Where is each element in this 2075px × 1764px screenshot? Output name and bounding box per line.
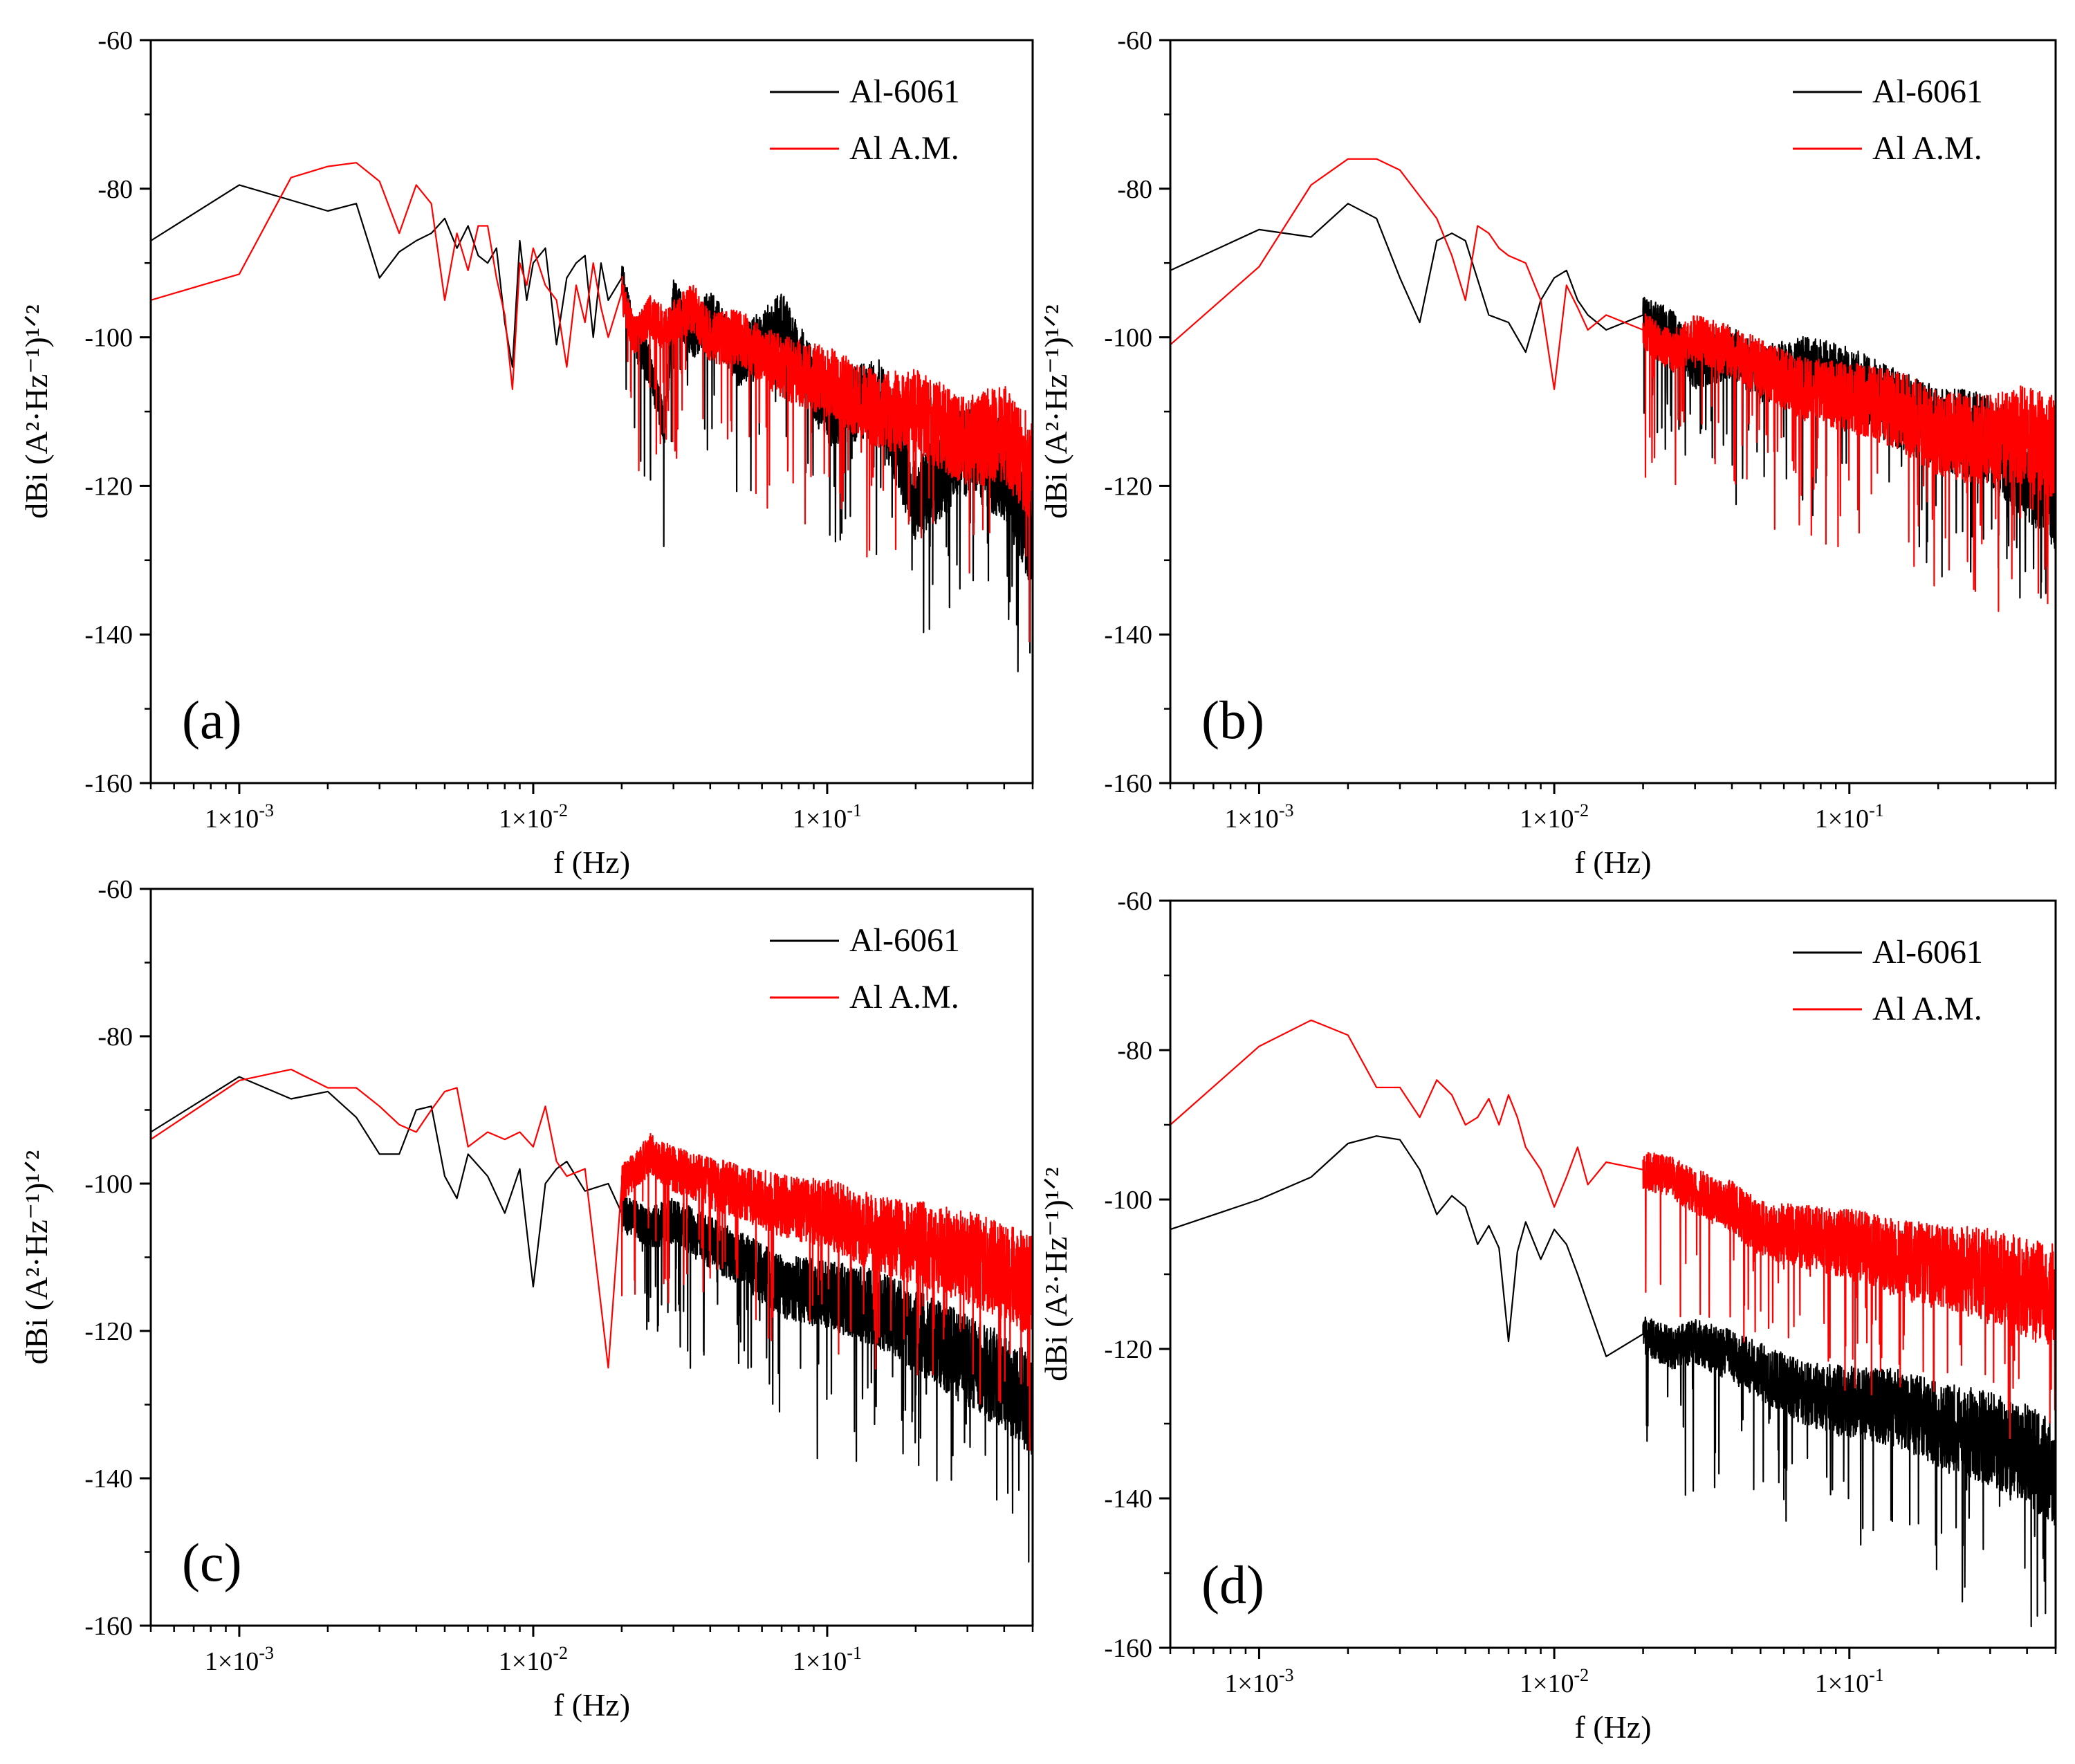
y-tick-label: -120 bbox=[84, 472, 133, 501]
y-axis-label: dBi (A²·Hz⁻¹)¹ᐟ² bbox=[1038, 1167, 1073, 1381]
y-tick-label: -60 bbox=[1117, 887, 1152, 916]
y-tick-label: -120 bbox=[1104, 1335, 1152, 1364]
x-axis-label: f (Hz) bbox=[1574, 1709, 1651, 1745]
y-axis-label: dBi (A²·Hz⁻¹)¹ᐟ² bbox=[19, 304, 54, 519]
panel-c: -60 -80 -100 -120 -140 -160 1×10-3 1×10-2 1×10-1… bbox=[19, 875, 1034, 1722]
y-tick-label: -120 bbox=[1104, 472, 1152, 501]
y-tick-label: -140 bbox=[84, 621, 133, 650]
y-tick-label: -160 bbox=[84, 1612, 133, 1641]
x-tick-label: 1×10-2 bbox=[1520, 1665, 1589, 1698]
legend-label: Al-6061 bbox=[1872, 934, 1983, 971]
series-line-al-a-m- bbox=[151, 162, 1033, 643]
x-tick-label: 1×10-1 bbox=[793, 800, 862, 834]
y-tick-label: -80 bbox=[1117, 1036, 1152, 1065]
x-axis-label: f (Hz) bbox=[553, 1687, 630, 1722]
y-tick-label: -100 bbox=[84, 324, 133, 353]
legend-label: Al-6061 bbox=[849, 922, 960, 959]
y-tick-label: -140 bbox=[1104, 1485, 1152, 1514]
y-tick-label: -80 bbox=[1117, 175, 1152, 204]
y-tick-label: -60 bbox=[98, 875, 133, 904]
panel-d: -60 -80 -100 -120 -140 -160 1×10-3 1×10-2 1×10-1… bbox=[1038, 887, 2057, 1745]
x-tick-label: 1×10-1 bbox=[1815, 1665, 1884, 1698]
y-axis-label: dBi (A²·Hz⁻¹)¹ᐟ² bbox=[1038, 304, 1073, 519]
y-tick-label: -60 bbox=[1117, 26, 1152, 55]
x-tick-label: 1×10-3 bbox=[205, 800, 274, 834]
plot-area bbox=[151, 1068, 1033, 1563]
y-tick-label: -120 bbox=[84, 1317, 133, 1346]
plot-area bbox=[1170, 1019, 2056, 1628]
x-tick-label: 1×10-3 bbox=[1224, 1665, 1293, 1698]
series-line-al-a-m- bbox=[1170, 158, 2056, 612]
y-tick-label: -60 bbox=[98, 26, 133, 55]
x-tick-label: 1×10-2 bbox=[499, 800, 568, 834]
panel-label: (a) bbox=[182, 690, 242, 750]
panel-label: (d) bbox=[1201, 1554, 1264, 1615]
x-axis-label: f (Hz) bbox=[553, 845, 630, 880]
y-tick-label: -160 bbox=[1104, 1634, 1152, 1663]
legend-label: Al A.M. bbox=[849, 130, 959, 167]
y-axis-label: dBi (A²·Hz⁻¹)¹ᐟ² bbox=[19, 1150, 54, 1365]
x-axis-label: f (Hz) bbox=[1574, 845, 1651, 880]
y-tick-label: -80 bbox=[98, 1022, 133, 1051]
x-tick-label: 1×10-3 bbox=[205, 1643, 274, 1676]
legend-label: Al A.M. bbox=[1872, 991, 1982, 1027]
y-tick-label: -160 bbox=[84, 769, 133, 798]
series-line-al-a-m- bbox=[1170, 1019, 2056, 1440]
legend-label: Al-6061 bbox=[849, 73, 960, 110]
series-line-al-6061 bbox=[1170, 1135, 2056, 1628]
panel-label: (c) bbox=[182, 1532, 242, 1592]
panel-a: -60 -80 -100 -120 -140 -160 1×10-3 1×10-2 1×10-1… bbox=[19, 26, 1034, 880]
legend-label: Al A.M. bbox=[849, 979, 959, 1016]
x-tick-label: 1×10-1 bbox=[1815, 800, 1884, 834]
x-tick-label: 1×10-3 bbox=[1224, 800, 1293, 834]
y-tick-label: -160 bbox=[1104, 769, 1152, 798]
y-tick-label: -140 bbox=[1104, 621, 1152, 650]
y-tick-label: -80 bbox=[98, 175, 133, 204]
y-tick-label: -100 bbox=[1104, 1186, 1152, 1215]
series-line-al-a-m- bbox=[151, 1068, 1033, 1451]
x-tick-label: 1×10-1 bbox=[793, 1643, 862, 1676]
series-line-al-6061 bbox=[151, 1076, 1033, 1563]
x-tick-label: 1×10-2 bbox=[1520, 800, 1589, 834]
y-tick-label: -140 bbox=[84, 1464, 133, 1494]
plot-area bbox=[151, 162, 1033, 672]
panel-b: -60 -80 -100 -120 -140 -160 1×10-3 1×10-2 1×10-1… bbox=[1038, 26, 2057, 880]
legend-label: Al-6061 bbox=[1872, 73, 1983, 110]
y-tick-label: -100 bbox=[1104, 324, 1152, 353]
plot-area bbox=[1170, 158, 2056, 612]
x-tick-label: 1×10-2 bbox=[499, 1643, 568, 1676]
y-tick-label: -100 bbox=[84, 1170, 133, 1199]
legend-label: Al A.M. bbox=[1872, 130, 1982, 167]
panel-label: (b) bbox=[1201, 690, 1264, 750]
